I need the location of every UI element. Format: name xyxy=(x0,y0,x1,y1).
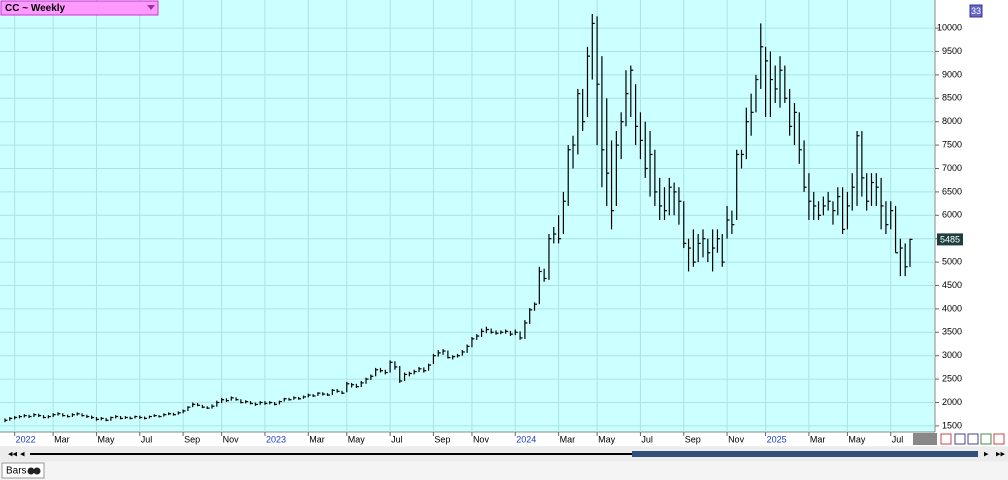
symbol-box[interactable] xyxy=(0,0,159,16)
y-tick-label: 5000 xyxy=(942,256,962,266)
y-tick-label: 4000 xyxy=(942,303,962,313)
x-tick-label: May xyxy=(848,434,866,444)
x-tick-label: Jul xyxy=(141,434,153,444)
x-tick-label: 2023 xyxy=(266,434,286,444)
bars xyxy=(4,14,913,423)
y-tick-label: 8500 xyxy=(942,93,962,103)
y-tick-label: 7500 xyxy=(942,139,962,149)
y-tick-label: 8000 xyxy=(942,116,962,126)
y-tick-label: 10000 xyxy=(937,22,962,32)
x-tick-label: May xyxy=(598,434,616,444)
y-tick-label: 3500 xyxy=(942,327,962,337)
x-tick-label: Nov xyxy=(473,434,490,444)
y-tick-label: 2500 xyxy=(942,373,962,383)
tool-button[interactable] xyxy=(954,433,966,445)
x-tick-label: Mar xyxy=(560,434,576,444)
y-tick-label: 9000 xyxy=(942,69,962,79)
y-tick-label: 7000 xyxy=(942,163,962,173)
dropdown-arrow[interactable] xyxy=(147,5,155,10)
x-tick-label: Sep xyxy=(184,434,200,444)
x-tick-label: Mar xyxy=(810,434,826,444)
x-tick-label: Nov xyxy=(728,434,745,444)
x-tick-label: Mar xyxy=(54,434,70,444)
y-tick-label: 6000 xyxy=(942,210,962,220)
y-tick-label: 2000 xyxy=(942,397,962,407)
grid xyxy=(0,0,935,432)
y-tick-label: 4500 xyxy=(942,280,962,290)
tool-button[interactable] xyxy=(967,433,979,445)
tab-label: Bars xyxy=(6,466,27,477)
x-tick-label: Jul xyxy=(641,434,653,444)
x-tick-label: Sep xyxy=(685,434,701,444)
plot-area xyxy=(0,0,935,432)
x-tick-label: May xyxy=(348,434,366,444)
x-tick-label: Mar xyxy=(309,434,325,444)
tab-icon xyxy=(27,467,35,475)
scroll-end[interactable]: ▸▸ xyxy=(996,448,1006,458)
scroll-marker xyxy=(913,433,937,445)
x-tick-label: 2024 xyxy=(516,434,536,444)
badge: 33 xyxy=(971,6,981,16)
tab-icon xyxy=(33,467,41,475)
y-tick-label: 9500 xyxy=(942,46,962,56)
tab-bar xyxy=(0,462,1008,480)
x-tick-label: 2022 xyxy=(16,434,36,444)
y-tick-label: 3000 xyxy=(942,350,962,360)
toolbar xyxy=(940,433,1005,445)
badge-box[interactable] xyxy=(969,4,983,18)
x-tick-label: 2025 xyxy=(767,434,787,444)
x-tick-label: Jul xyxy=(892,434,904,444)
scroll-left[interactable]: ◂ xyxy=(20,448,25,458)
scroll-right[interactable]: ▸ xyxy=(984,448,989,458)
symbol-label: CC ~ Weekly xyxy=(5,3,66,14)
scroll-start[interactable]: ◂◂ xyxy=(8,448,18,458)
price-axis-panel xyxy=(935,0,1008,432)
scroll-thumb[interactable] xyxy=(632,451,978,457)
last-price-box xyxy=(937,233,963,246)
x-tick-label: Sep xyxy=(434,434,450,444)
x-tick-label: Jul xyxy=(391,434,403,444)
tool-button[interactable] xyxy=(993,433,1005,445)
tool-button[interactable] xyxy=(940,433,952,445)
tab[interactable] xyxy=(1,462,45,479)
last-price-label: 5485 xyxy=(940,234,960,244)
tool-button[interactable] xyxy=(980,433,992,445)
labels: 1500200025003000350040004500500055006000… xyxy=(14,22,963,444)
y-tick-label: 6500 xyxy=(942,186,962,196)
x-tick-label: Nov xyxy=(223,434,240,444)
x-tick-label: May xyxy=(97,434,115,444)
y-tick-label: 1500 xyxy=(942,420,962,430)
time-axis-panel xyxy=(0,432,1008,446)
